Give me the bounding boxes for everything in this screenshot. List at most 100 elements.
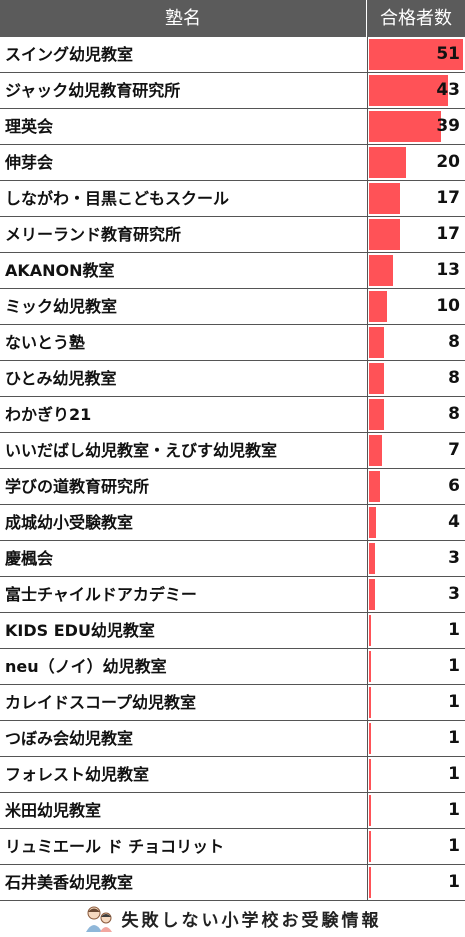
school-name-label: リュミエール ド チョコリット [5, 837, 225, 856]
pass-count-cell: 3 [367, 577, 465, 612]
pass-count-bar [369, 183, 400, 214]
pass-count-cell: 10 [367, 289, 465, 324]
pass-count-value: 8 [448, 404, 460, 424]
table-row: ジャック幼児教育研究所 43 [0, 73, 465, 109]
school-name-label: 米田幼児教室 [5, 801, 102, 820]
pass-count-value: 3 [448, 548, 460, 568]
pass-count-value: 1 [448, 620, 460, 640]
school-name-label: メリーランド教育研究所 [5, 225, 182, 244]
pass-count-bar [369, 795, 371, 826]
school-name-label: わかぎり21 [5, 405, 92, 424]
pass-count-cell: 17 [367, 217, 465, 252]
pass-count-cell: 3 [367, 541, 465, 576]
table-row: カレイドスコープ幼児教室 1 [0, 685, 465, 721]
pass-count-cell: 1 [367, 721, 465, 756]
school-name-label: KIDS EDU幼児教室 [5, 621, 155, 640]
table-row: ないとう塾 8 [0, 325, 465, 361]
table-row: わかぎり21 8 [0, 397, 465, 433]
table-row: 石井美香幼児教室 1 [0, 865, 465, 901]
pass-count-value: 1 [448, 728, 460, 748]
pass-count-bar [369, 471, 380, 502]
pass-count-value: 20 [436, 152, 460, 172]
pass-count-cell: 1 [367, 649, 465, 684]
pass-count-cell: 1 [367, 829, 465, 864]
pass-count-value: 1 [448, 764, 460, 784]
pass-count-bar [369, 831, 371, 862]
pass-count-cell: 1 [367, 757, 465, 792]
school-name-label: つぼみ会幼児教室 [5, 729, 134, 748]
pass-count-bar [369, 579, 375, 610]
table-row: ひとみ幼児教室 8 [0, 361, 465, 397]
table-row: つぼみ会幼児教室 1 [0, 721, 465, 757]
pass-count-value: 1 [448, 872, 460, 892]
pass-count-bar [369, 399, 384, 430]
pass-count-bar [369, 723, 371, 754]
pass-count-bar [369, 759, 371, 790]
table-row: 富士チャイルドアカデミー 3 [0, 577, 465, 613]
table-row: ミック幼児教室 10 [0, 289, 465, 325]
pass-count-bar [369, 543, 375, 574]
school-name-label: しながわ・目黒こどもスクール [5, 189, 230, 208]
header-school-name: 塾名 [0, 0, 367, 37]
pass-count-cell: 6 [367, 469, 465, 504]
table-row: 慶楓会 3 [0, 541, 465, 577]
pass-count-bar [369, 111, 441, 142]
school-name-label: スイング幼児教室 [5, 45, 134, 64]
school-name-label: ないとう塾 [5, 333, 86, 352]
pass-count-value: 1 [448, 692, 460, 712]
table-row: メリーランド教育研究所 17 [0, 217, 465, 253]
pass-count-bar [369, 327, 384, 358]
pass-count-bar [369, 687, 371, 718]
pass-count-value: 8 [448, 368, 460, 388]
pass-count-bar [369, 435, 382, 466]
pass-count-cell: 1 [367, 865, 465, 900]
table-row: KIDS EDU幼児教室 1 [0, 613, 465, 649]
pass-count-cell: 20 [367, 145, 465, 180]
pass-count-bar [369, 651, 371, 682]
pass-count-cell: 1 [367, 613, 465, 648]
school-name-label: カレイドスコープ幼児教室 [5, 693, 197, 712]
table-row: 学びの道教育研究所 6 [0, 469, 465, 505]
pass-count-value: 8 [448, 332, 460, 352]
pass-count-bar [369, 147, 406, 178]
pass-count-cell: 1 [367, 685, 465, 720]
school-name-label: ミック幼児教室 [5, 297, 118, 316]
pass-count-value: 43 [436, 80, 460, 100]
pass-count-bar [369, 363, 384, 394]
table-row: 理英会 39 [0, 109, 465, 145]
table-row: スイング幼児教室 51 [0, 37, 465, 73]
school-name-label: 成城幼小受験教室 [5, 513, 134, 532]
pass-count-value: 13 [436, 260, 460, 280]
pass-count-bar [369, 219, 400, 250]
school-name-label: いいだばし幼児教室・えびす幼児教室 [5, 441, 278, 460]
school-name-label: AKANON教室 [5, 261, 115, 280]
school-name-label: 理英会 [5, 117, 54, 136]
table-row: AKANON教室 13 [0, 253, 465, 289]
pass-count-value: 10 [436, 296, 460, 316]
pass-count-bar [369, 291, 387, 322]
table-row: しながわ・目黒こどもスクール 17 [0, 181, 465, 217]
pass-count-cell: 1 [367, 793, 465, 828]
pass-count-cell: 51 [367, 37, 465, 72]
parent-child-illustration-icon [85, 906, 112, 932]
table-row: 米田幼児教室 1 [0, 793, 465, 829]
pass-count-cell: 13 [367, 253, 465, 288]
pass-count-bar [369, 255, 393, 286]
table-row: neu（ノイ）幼児教室 1 [0, 649, 465, 685]
pass-count-value: 17 [436, 224, 460, 244]
pass-count-cell: 8 [367, 361, 465, 396]
pass-count-cell: 39 [367, 109, 465, 144]
school-name-label: ジャック幼児教育研究所 [5, 81, 181, 100]
pass-count-value: 1 [448, 836, 460, 856]
pass-count-bar [369, 39, 463, 70]
table-row: リュミエール ド チョコリット 1 [0, 829, 465, 865]
table-row: 成城幼小受験教室 4 [0, 505, 465, 541]
pass-count-value: 17 [436, 188, 460, 208]
pass-count-cell: 7 [367, 433, 465, 468]
pass-count-value: 6 [448, 476, 460, 496]
school-name-label: 石井美香幼児教室 [5, 873, 134, 892]
pass-count-value: 39 [436, 116, 460, 136]
pass-count-value: 1 [448, 656, 460, 676]
footer-brand-text: 失敗しない小学校お受験情報 [121, 911, 382, 931]
pass-count-bar [369, 867, 371, 898]
